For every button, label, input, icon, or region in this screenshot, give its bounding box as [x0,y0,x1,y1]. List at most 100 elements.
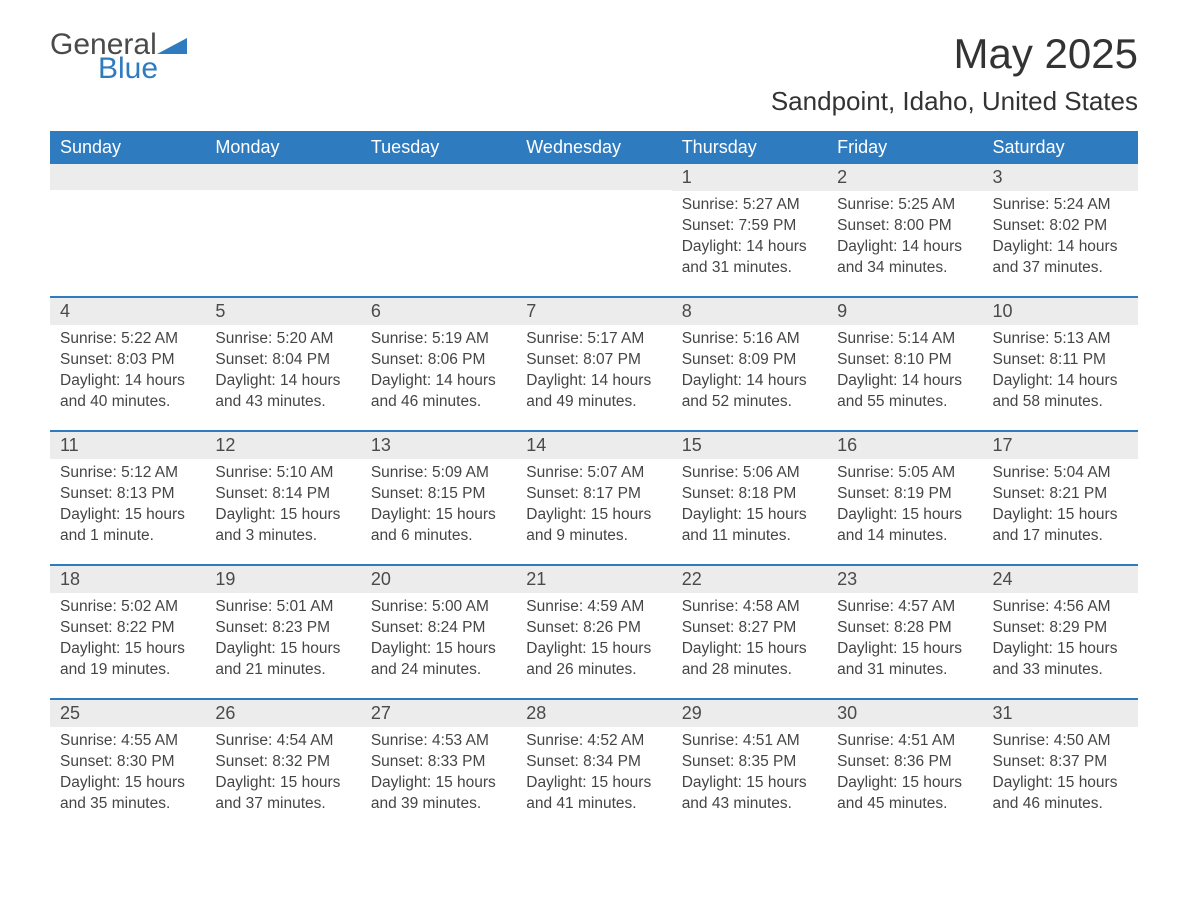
day-number: 5 [205,298,360,325]
month-title: May 2025 [771,30,1138,78]
daylight-2: and 49 minutes. [526,392,661,413]
daylight-1: Daylight: 15 hours [526,505,661,526]
sunrise: Sunrise: 4:51 AM [682,731,817,752]
sunset: Sunset: 8:26 PM [526,618,661,639]
day-body: Sunrise: 5:04 AMSunset: 8:21 PMDaylight:… [983,459,1138,557]
daylight-2: and 37 minutes. [215,794,350,815]
day-number: 7 [516,298,671,325]
dow-sunday: Sunday [50,131,205,164]
day-cell: 2Sunrise: 5:25 AMSunset: 8:00 PMDaylight… [827,164,982,296]
day-number: 18 [50,566,205,593]
daylight-2: and 26 minutes. [526,660,661,681]
day-number: 30 [827,700,982,727]
day-body: Sunrise: 5:07 AMSunset: 8:17 PMDaylight:… [516,459,671,557]
sunrise: Sunrise: 4:53 AM [371,731,506,752]
week-row: 25Sunrise: 4:55 AMSunset: 8:30 PMDayligh… [50,698,1138,832]
day-body: Sunrise: 4:56 AMSunset: 8:29 PMDaylight:… [983,593,1138,691]
day-cell: 16Sunrise: 5:05 AMSunset: 8:19 PMDayligh… [827,432,982,564]
sunset: Sunset: 8:22 PM [60,618,195,639]
day-number: 15 [672,432,827,459]
daylight-2: and 14 minutes. [837,526,972,547]
sunset: Sunset: 8:36 PM [837,752,972,773]
daylight-1: Daylight: 14 hours [993,237,1128,258]
sunset: Sunset: 8:29 PM [993,618,1128,639]
day-number: 1 [672,164,827,191]
day-number [50,164,205,190]
daylight-2: and 55 minutes. [837,392,972,413]
sunrise: Sunrise: 4:56 AM [993,597,1128,618]
day-cell: 10Sunrise: 5:13 AMSunset: 8:11 PMDayligh… [983,298,1138,430]
week-row: 11Sunrise: 5:12 AMSunset: 8:13 PMDayligh… [50,430,1138,564]
sunset: Sunset: 8:11 PM [993,350,1128,371]
daylight-2: and 6 minutes. [371,526,506,547]
sunrise: Sunrise: 5:00 AM [371,597,506,618]
sunset: Sunset: 8:24 PM [371,618,506,639]
day-body: Sunrise: 5:12 AMSunset: 8:13 PMDaylight:… [50,459,205,557]
sunrise: Sunrise: 5:12 AM [60,463,195,484]
sunset: Sunset: 8:03 PM [60,350,195,371]
sunset: Sunset: 8:37 PM [993,752,1128,773]
daylight-2: and 31 minutes. [682,258,817,279]
day-body: Sunrise: 4:59 AMSunset: 8:26 PMDaylight:… [516,593,671,691]
daylight-2: and 46 minutes. [993,794,1128,815]
daylight-1: Daylight: 14 hours [837,371,972,392]
day-number: 25 [50,700,205,727]
weeks-container: 1 Sunrise: 5:27 AMSunset: 7:59 PM Daylight… [50,164,1138,832]
sunset: Sunset: 8:14 PM [215,484,350,505]
daylight-1: Daylight: 15 hours [371,505,506,526]
daylight-2: and 58 minutes. [993,392,1128,413]
day-cell: 7Sunrise: 5:17 AMSunset: 8:07 PMDaylight… [516,298,671,430]
daylight-1: Daylight: 14 hours [60,371,195,392]
day-body: Sunrise: 4:51 AMSunset: 8:36 PMDaylight:… [827,727,982,825]
day-body: Sunrise: 5:10 AMSunset: 8:14 PMDaylight:… [205,459,360,557]
day-cell: 15Sunrise: 5:06 AMSunset: 8:18 PMDayligh… [672,432,827,564]
dow-wednesday: Wednesday [516,131,671,164]
day-body: Sunrise: 4:53 AMSunset: 8:33 PMDaylight:… [361,727,516,825]
sunset: Sunset: 8:04 PM [215,350,350,371]
day-cell: 11Sunrise: 5:12 AMSunset: 8:13 PMDayligh… [50,432,205,564]
day-number: 9 [827,298,982,325]
day-body: Sunrise: 5:25 AMSunset: 8:00 PMDaylight:… [827,191,982,289]
day-cell: 28Sunrise: 4:52 AMSunset: 8:34 PMDayligh… [516,700,671,832]
sunset: Sunset: 8:17 PM [526,484,661,505]
sunrise: Sunrise: 4:54 AM [215,731,350,752]
daylight-1: Daylight: 15 hours [837,773,972,794]
sunset: Sunset: 8:21 PM [993,484,1128,505]
day-number: 16 [827,432,982,459]
sunrise: Sunrise: 5:27 AM [682,195,817,216]
sunrise: Sunrise: 5:17 AM [526,329,661,350]
sunrise: Sunrise: 4:58 AM [682,597,817,618]
sunset: Sunset: 8:33 PM [371,752,506,773]
sunset: Sunset: 8:00 PM [837,216,972,237]
sunrise: Sunrise: 4:51 AM [837,731,972,752]
day-cell: 3Sunrise: 5:24 AMSunset: 8:02 PMDaylight… [983,164,1138,296]
daylight-2: and 28 minutes. [682,660,817,681]
daylight-1: Daylight: 15 hours [837,639,972,660]
day-number: 19 [205,566,360,593]
day-cell: 31Sunrise: 4:50 AMSunset: 8:37 PMDayligh… [983,700,1138,832]
daylight-2: and 46 minutes. [371,392,506,413]
daylight-2: and 1 minute. [60,526,195,547]
day-number: 17 [983,432,1138,459]
day-number: 27 [361,700,516,727]
daylight-1: Daylight: 14 hours [371,371,506,392]
sunset: Sunset: 7:59 PM [682,216,817,237]
day-number [516,164,671,190]
daylight-1: Daylight: 15 hours [60,773,195,794]
daylight-2: and 43 minutes. [682,794,817,815]
day-number: 24 [983,566,1138,593]
day-cell [50,164,205,296]
daylight-1: Daylight: 15 hours [60,639,195,660]
daylight-1: Daylight: 14 hours [837,237,972,258]
day-number: 10 [983,298,1138,325]
day-body: Sunrise: 5:16 AMSunset: 8:09 PMDaylight:… [672,325,827,423]
daylight-1: Daylight: 15 hours [682,505,817,526]
sunrise: Sunrise: 5:10 AM [215,463,350,484]
logo: General Blue [50,30,187,84]
sunrise: Sunrise: 5:09 AM [371,463,506,484]
daylight-1: Daylight: 14 hours [682,371,817,392]
daylight-1: Daylight: 15 hours [215,639,350,660]
day-cell: 27Sunrise: 4:53 AMSunset: 8:33 PMDayligh… [361,700,516,832]
sunset: Sunset: 8:15 PM [371,484,506,505]
day-body: Sunrise: 5:22 AMSunset: 8:03 PMDaylight:… [50,325,205,423]
